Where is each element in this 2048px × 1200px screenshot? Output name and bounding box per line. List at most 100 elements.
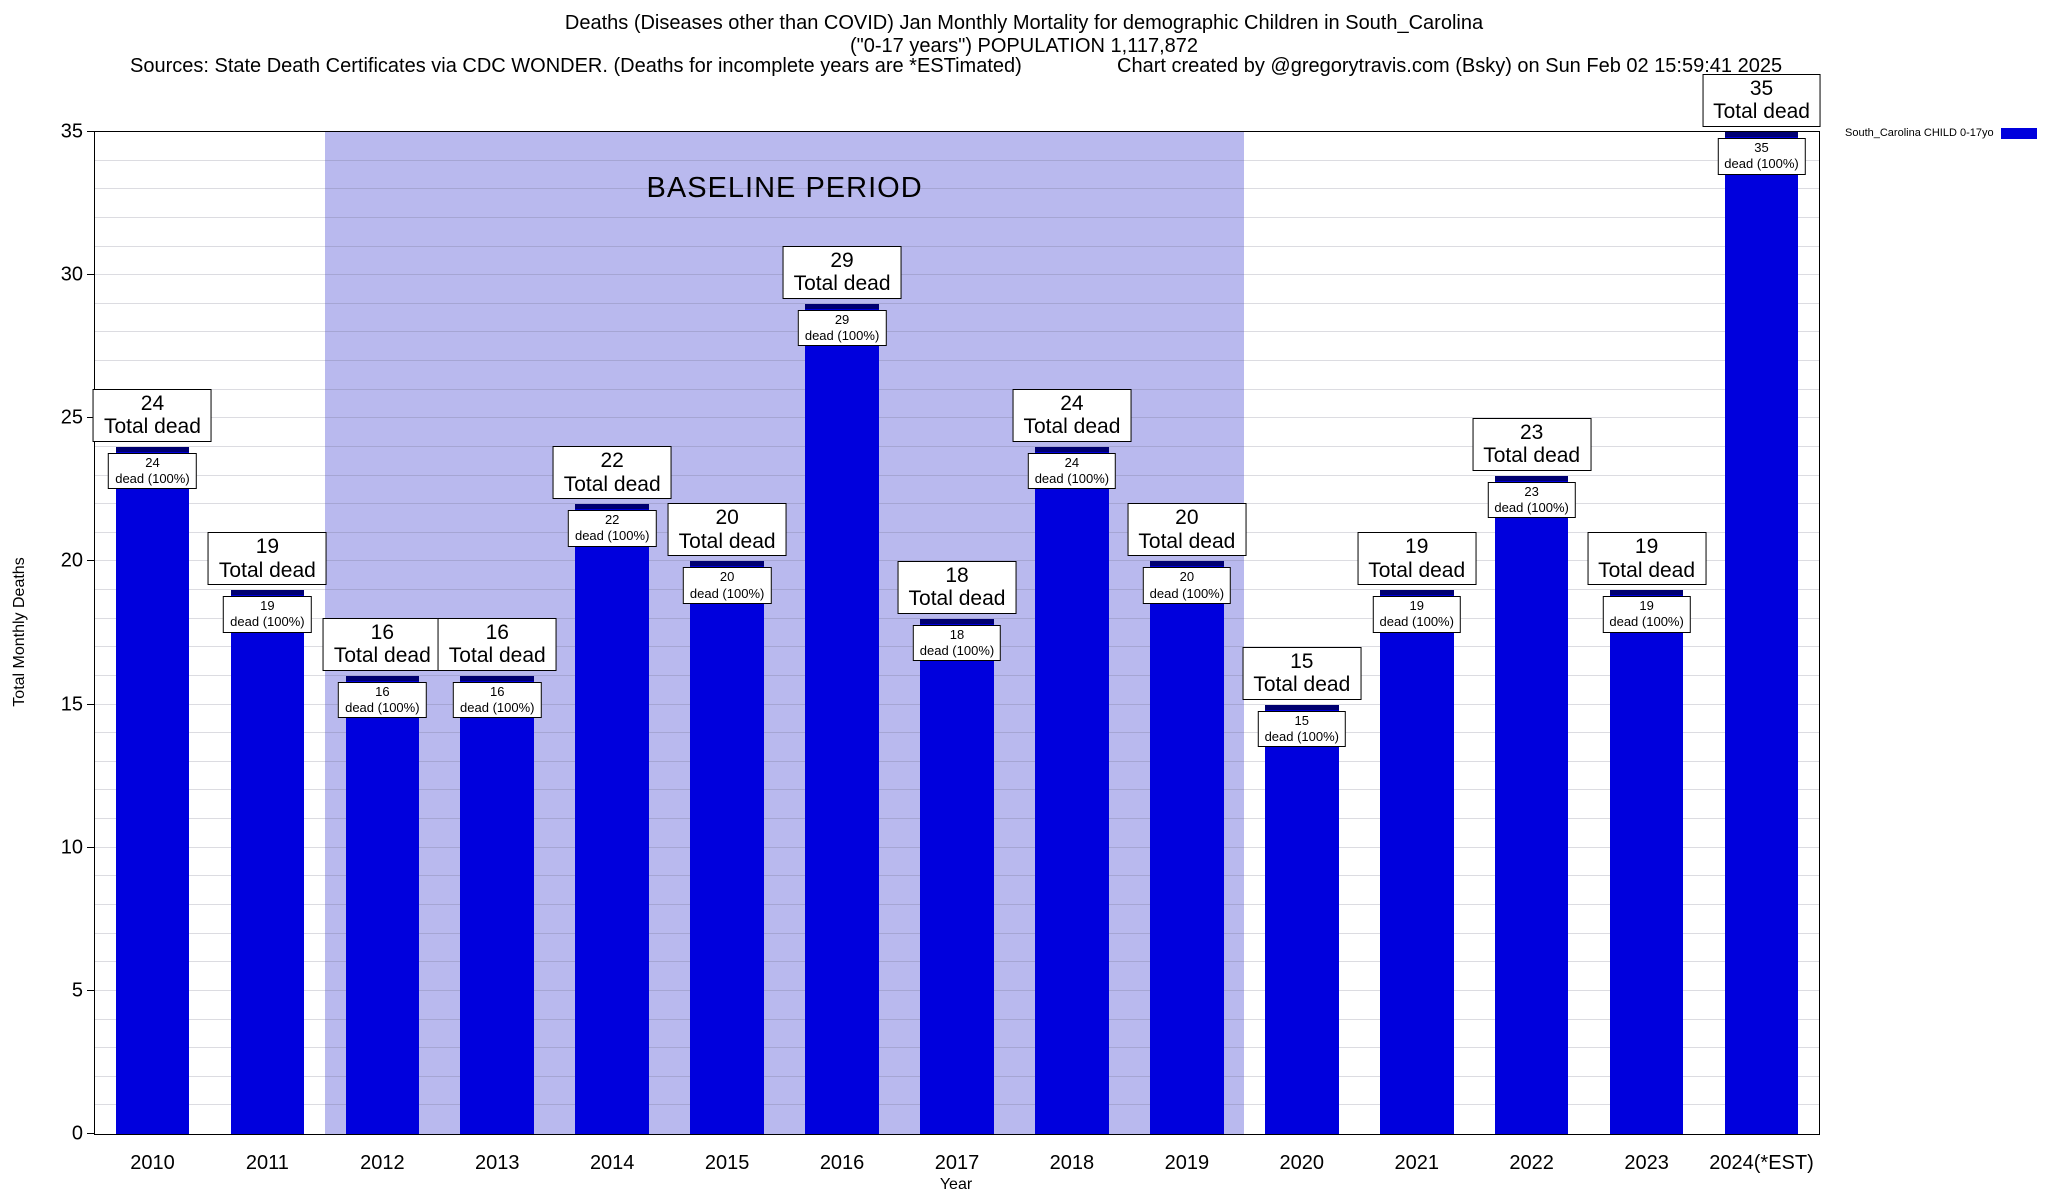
bar-total-text: Total dead (793, 272, 891, 296)
bar-inner-value: 23 (1524, 483, 1539, 499)
x-tick-label: 2012 (360, 1152, 405, 1174)
bar-total-text: Total dead (563, 472, 661, 496)
legend-label: South_Carolina CHILD 0-17yo (1845, 127, 1994, 139)
gridline (95, 531, 1819, 533)
x-tick-label: 2021 (1394, 1152, 1439, 1174)
bar-inner-label: 16 dead (100%) (338, 681, 427, 719)
bar (690, 561, 764, 1134)
x-tick-label: 2022 (1509, 1152, 1554, 1174)
bar-total-value: 29 (830, 248, 854, 272)
y-tick (87, 131, 95, 132)
bar-inner-value: 20 (719, 569, 735, 585)
bar-inner-value: 35 (1754, 140, 1769, 155)
gridline (95, 188, 1819, 190)
chart-title-line2: ("0-17 years") POPULATION 1,117,872 (849, 35, 1199, 57)
bar (805, 303, 879, 1134)
gridline (95, 474, 1819, 476)
bar-inner-label: 22 dead (100%) (567, 510, 657, 547)
y-tick-label: 30 (60, 263, 83, 286)
bar-total-label: 20 Total dead (667, 503, 787, 557)
y-tick (87, 846, 95, 848)
bar-total-text: Total dead (1483, 444, 1581, 468)
bar-inner-text: dead (100%) (345, 700, 420, 716)
bar-inner-label: 19 dead (100%) (223, 596, 312, 633)
y-tick (87, 560, 95, 562)
bar-inner-value: 24 (1064, 454, 1080, 470)
bar-total-text: Total dead (1253, 673, 1351, 697)
bar (1379, 590, 1454, 1134)
y-tick (87, 274, 95, 276)
x-tick-label: 2011 (245, 1152, 289, 1174)
bar-total-label: 15 Total dead (1242, 646, 1362, 700)
bar-total-label: 20 Total dead (1127, 503, 1247, 557)
bar-inner-value: 15 (1294, 712, 1310, 728)
bar-total-value: 19 (255, 535, 280, 559)
bar (920, 618, 994, 1134)
x-tick-label: 2014 (589, 1152, 635, 1174)
bar-inner-label: 20 dead (100%) (682, 567, 772, 604)
bar-inner-text: dead (100%) (230, 614, 305, 630)
gridline (95, 617, 1819, 619)
bar-inner-text: dead (100%) (1609, 614, 1684, 630)
bar-inner-value: 18 (949, 626, 965, 642)
bar-total-value: 23 (1519, 420, 1544, 444)
bar (345, 675, 420, 1134)
bar-inner-label: 15 dead (100%) (1257, 710, 1347, 748)
bar-inner-value: 29 (834, 311, 850, 327)
bar-inner-text: dead (100%) (1264, 728, 1340, 744)
legend-swatch (2000, 127, 2037, 139)
bar-total-text: Total dead (1713, 100, 1810, 124)
x-tick-label: 2020 (1279, 1152, 1325, 1174)
bar-total-value: 16 (485, 620, 509, 644)
bar-total-label: 16 Total dead (322, 617, 442, 671)
bar-total-value: 24 (1060, 391, 1084, 415)
bar-inner-text: dead (100%) (574, 528, 650, 544)
x-tick-label: 2019 (1164, 1152, 1210, 1174)
x-tick-label: 2010 (130, 1152, 175, 1174)
bar-total-value: 22 (600, 449, 624, 473)
bar (1150, 561, 1224, 1134)
bar-total-label: 29 Total dead (782, 245, 902, 299)
bar-total-value: 19 (1405, 535, 1429, 559)
gridline (95, 216, 1819, 218)
x-tick-label: 2016 (819, 1152, 865, 1174)
bar-total-label: 35 Total dead (1702, 73, 1821, 127)
bar-total-label: 19 Total dead (1357, 532, 1477, 586)
bar-total-label: 24 Total dead (92, 388, 212, 442)
bar-inner-label: 23 dead (100%) (1487, 481, 1576, 519)
bar-inner-text: dead (100%) (460, 700, 535, 716)
y-tick-label: 0 (71, 1122, 83, 1145)
bar-inner-label: 29 dead (100%) (797, 309, 887, 347)
bar-total-label: 23 Total dead (1472, 417, 1592, 471)
gridline (95, 245, 1819, 247)
bar-total-text: Total dead (1598, 558, 1696, 582)
bar-inner-label: 35 dead (100%) (1717, 138, 1806, 175)
bar-inner-value: 16 (375, 683, 390, 699)
bar-inner-value: 19 (1409, 598, 1424, 614)
bar-total-text: Total dead (1023, 415, 1121, 439)
bar-total-text: Total dead (1368, 558, 1466, 582)
bar-total-value: 16 (370, 620, 395, 644)
x-tick-label: 2015 (704, 1152, 750, 1174)
bar-total-label: 24 Total dead (1012, 388, 1132, 442)
chart-title-line1: Deaths (Diseases other than COVID) Jan M… (564, 12, 1484, 34)
bar (1494, 475, 1569, 1134)
bar-inner-text: dead (100%) (804, 328, 880, 344)
bar-total-value: 35 (1749, 76, 1774, 100)
bar-total-text: Total dead (908, 587, 1006, 611)
bar-total-label: 19 Total dead (1587, 532, 1707, 586)
gridline (95, 388, 1819, 390)
y-tick-label: 35 (60, 120, 83, 143)
plot-area: BASELINE PERIOD 0 5 10 15 20 25 30 35 24 Total dea… (61, 73, 1821, 1174)
y-tick (87, 417, 95, 419)
bar-total-text: Total dead (678, 529, 776, 553)
bar-total-label: 16 Total dead (437, 617, 557, 671)
bar (1265, 704, 1339, 1134)
gridline (95, 274, 1819, 276)
bar-total-value: 20 (1175, 506, 1199, 530)
y-tick-label: 15 (60, 693, 83, 716)
bar-total-text: Total dead (448, 644, 546, 668)
bar (115, 446, 190, 1134)
bar (460, 675, 535, 1134)
bar-inner-text: dead (100%) (1149, 585, 1225, 601)
